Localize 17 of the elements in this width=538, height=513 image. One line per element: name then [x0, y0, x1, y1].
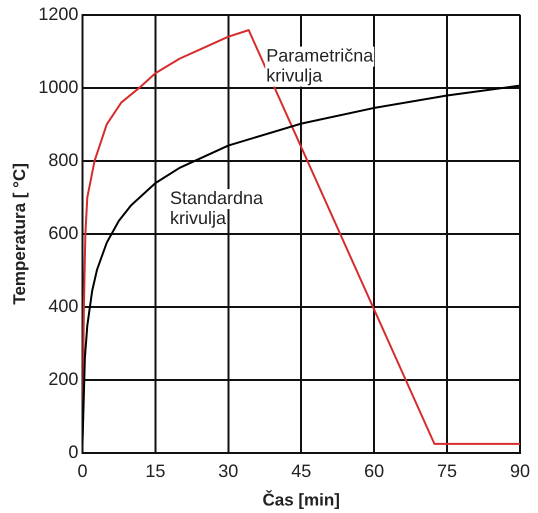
y-tick-label: 1000 [38, 76, 78, 97]
y-tick-label: 800 [48, 150, 78, 170]
y-tick-label: 600 [48, 222, 78, 243]
y-tick-label: 1200 [38, 4, 78, 24]
y-tick-label: 0 [68, 442, 78, 462]
y-tick-label: 400 [48, 296, 78, 316]
annotation: Parametrična krivulja [266, 46, 374, 86]
annotation: Standardna krivulja [170, 188, 264, 228]
y-tick-label: 200 [48, 368, 78, 389]
x-axis-title: Čas [min] [262, 489, 340, 510]
y-axis-title: Temperatura [ °C] [10, 163, 29, 305]
x-tick-label: 90 [510, 460, 530, 481]
x-tick-label: 30 [218, 460, 238, 481]
x-tick-label: 60 [364, 460, 384, 481]
x-tick-label: 75 [437, 460, 458, 481]
x-tick-label: 15 [145, 460, 166, 481]
x-tick-label: 45 [291, 460, 312, 481]
